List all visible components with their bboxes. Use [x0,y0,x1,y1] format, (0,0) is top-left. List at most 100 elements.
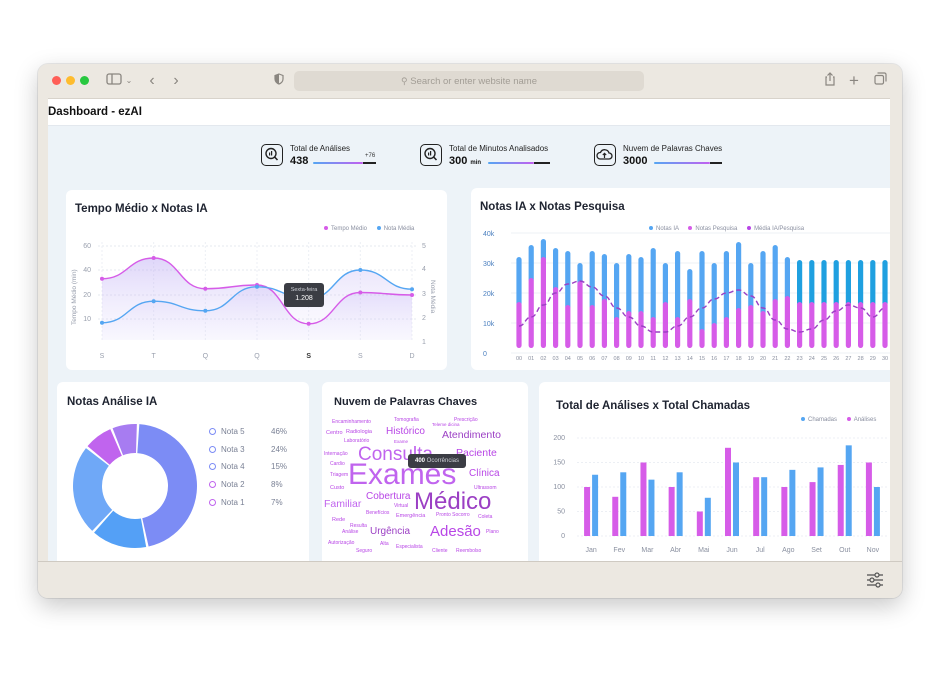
y-right-tick-label: 4 [422,266,426,273]
close-window-button[interactable] [52,76,61,85]
bar-analises [753,477,760,536]
stat-progress-bar [313,162,363,164]
address-bar[interactable]: ⚲ Search or enter website name [294,71,644,91]
tooltip-value: 400 [414,458,425,464]
card-title: Notas Análise IA [67,396,158,408]
bar-chamadas [733,462,739,536]
sidebar-toggle-icon[interactable] [102,72,126,90]
tab-overview-icon[interactable] [872,72,888,90]
bar-analises [725,447,731,536]
cloud-word: Rede [332,517,346,523]
legend-ring-icon [209,463,216,470]
y-tick-label: 150 [553,460,565,467]
minimize-window-button[interactable] [66,76,75,85]
y-tick-label: 40k [483,231,495,238]
x-tick-label: 05 [577,356,583,362]
x-tick-label: 28 [858,356,864,362]
sliders-icon[interactable] [866,572,884,593]
bar-analises [612,496,619,536]
card-notas-ia: Notas IA x Notas Pesquisa Notas IA Notas… [471,188,890,370]
chart-legend: Chamadas Análises [793,417,876,423]
cloud-word: Internação [324,451,348,457]
chevron-down-icon[interactable]: ⌄ [125,76,133,85]
bar-notas-pesquisa [589,305,595,348]
page-title: Dashboard - ezAI [48,106,142,118]
stat-value: 300 min [449,155,482,167]
tooltip-label: Ocorrências [426,458,460,464]
y-tick-label: 20k [483,291,495,298]
bar-notas-ia [650,248,656,321]
y-tick-label: 40 [83,267,91,274]
tooltip-title: Sexta-feira [290,287,318,293]
legend-label: Nota 1 [221,498,245,507]
x-tick-label: Ago [782,547,795,554]
donut-slice [137,424,197,547]
search-report-icon [261,144,283,166]
bar-notas-pesquisa [540,257,546,348]
bar-analises [696,511,703,536]
bar-notas-ia [736,242,742,312]
bar-notas-pesquisa [614,317,620,348]
bar-notas-ia [638,257,644,315]
nota-point [100,320,104,325]
privacy-shield-icon[interactable] [272,72,286,90]
zoom-window-button[interactable] [80,76,89,85]
donut-slice [112,424,137,456]
bar-notas-ia [662,263,668,306]
donut-chart [73,424,197,548]
bar-notas-ia [528,245,534,282]
stat-progress-track [534,162,550,164]
bar-analises [809,482,816,536]
x-tick-label: 29 [870,356,876,362]
legend-label: Nota 3 [221,445,245,454]
cloud-word: Reembolso [456,548,482,554]
bar-notas-ia [870,260,876,306]
bar-notas-pesquisa [845,302,851,348]
bar-notas-pesquisa [784,296,790,348]
y-right-tick-label: 2 [422,315,426,322]
x-tick-label: 24 [809,356,815,362]
chart-legend: Tempo Médio Nota Média [316,226,414,232]
bar-notas-pesquisa [687,299,693,348]
stat-total-analises: Total de Análises 438 +76 [261,141,381,171]
legend-ring-icon [209,428,216,435]
y-tick-label: 100 [553,484,565,491]
cloud-word: Teleme dicina [432,422,460,427]
new-tab-icon[interactable]: + [849,71,859,90]
y-right-tick-label: 1 [422,339,426,346]
bar-notas-pesquisa [797,302,803,348]
bar-notas-ia [821,260,827,306]
cloud-word: Cardio [330,461,345,467]
legend-label: Nota 5 [221,427,245,436]
x-tick-label: 10 [638,356,644,362]
bar-notas-pesquisa [650,317,656,348]
bar-chamadas [789,469,796,536]
stat-progress-bar [488,162,534,164]
share-icon[interactable] [822,72,838,90]
bar-notas-pesquisa [528,278,534,348]
bar-analises [640,462,647,536]
back-icon[interactable]: ‹ [149,72,155,89]
bar-notas-ia [760,251,766,315]
tempo-chart: 60 40 20 10 5 4 3 2 1 S T Q Q S S D Tempo Médio (min) Not… [71,242,436,360]
bar-notas-ia [784,257,790,300]
legend-ring-icon [209,446,216,453]
bar-notas-ia [723,251,729,321]
x-tick-label: 09 [626,356,632,362]
forward-icon[interactable]: › [173,72,179,89]
bar-notas-pesquisa [638,311,644,348]
bar-chamadas [873,487,880,536]
nota-area [102,270,412,340]
cloud-word: Ultrassom [474,485,497,491]
y-tick-label: 200 [553,435,565,442]
tooltip-value: 1.208 [295,295,313,302]
legend-item: Chamadas [801,417,837,423]
bar-notas-ia [845,260,851,306]
stat-progress-track [363,162,376,164]
bar-notas-pesquisa [833,302,839,348]
bar-notas-ia [833,260,839,306]
x-tick-label: 06 [589,356,595,362]
legend-item: Notas Pesquisa [688,226,737,232]
y-tick-label: 50 [557,509,565,516]
y-axis-label: Tempo Médio (min) [71,269,78,325]
